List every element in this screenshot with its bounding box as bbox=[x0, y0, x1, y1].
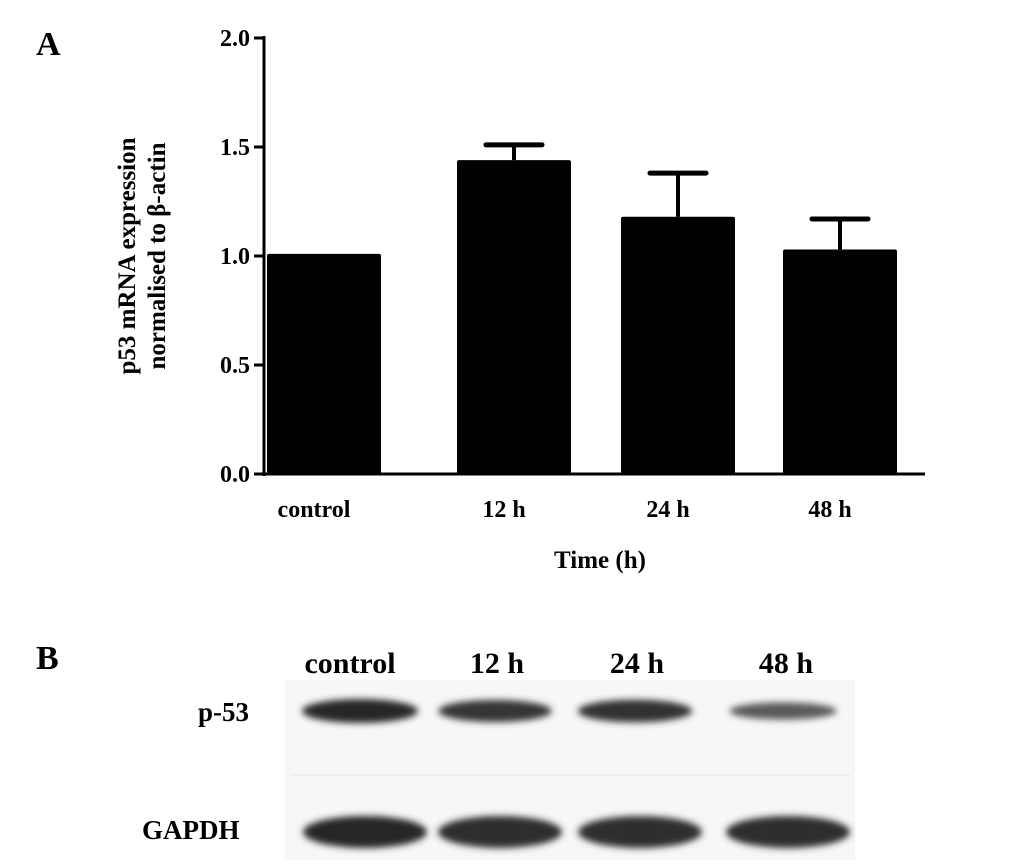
row-label-gapdh: GAPDH bbox=[142, 815, 240, 845]
lane-label: 48 h bbox=[759, 647, 814, 680]
p53-band bbox=[577, 699, 693, 723]
x-tick-label: control bbox=[278, 497, 351, 523]
gapdh-band bbox=[303, 816, 427, 848]
x-tick-label: 12 h bbox=[482, 497, 525, 523]
y-tick-label: 0.0 bbox=[220, 462, 250, 488]
bar-chart: 0.0 0.5 1.0 1.5 2.0 control 12 h 24 h 48 h Time… bbox=[114, 26, 925, 574]
x-axis-title: Time (h) bbox=[554, 547, 646, 574]
row-label-p53: p-53 bbox=[198, 697, 249, 727]
bar bbox=[457, 160, 571, 474]
p53-band bbox=[438, 699, 552, 723]
western-blot: control 12 h 24 h 48 h p-53 GAPDH bbox=[142, 647, 855, 860]
y-tick-label: 1.5 bbox=[220, 135, 250, 161]
gapdh-band bbox=[726, 816, 850, 848]
gapdh-band bbox=[438, 816, 562, 848]
lane-label: 12 h bbox=[470, 647, 525, 680]
y-tick-label: 2.0 bbox=[220, 26, 250, 52]
bar bbox=[783, 249, 897, 474]
bar bbox=[621, 216, 735, 474]
lane-label: 24 h bbox=[610, 647, 665, 680]
p53-band bbox=[302, 699, 418, 723]
panel-label-a: A bbox=[36, 26, 61, 63]
y-tick-label: 1.0 bbox=[220, 244, 250, 270]
p53-band bbox=[729, 702, 837, 720]
x-tick-label: 48 h bbox=[808, 497, 851, 523]
panel-label-b: B bbox=[36, 640, 59, 677]
lane-label: control bbox=[304, 647, 395, 680]
gapdh-band bbox=[578, 816, 702, 848]
y-axis-title-line2: normalised to β-actin bbox=[144, 142, 171, 369]
bar bbox=[267, 253, 381, 474]
x-tick-label: 24 h bbox=[646, 497, 689, 523]
y-tick-label: 0.5 bbox=[220, 353, 250, 379]
y-axis-title-line1: p53 mRNA expression bbox=[114, 137, 141, 374]
